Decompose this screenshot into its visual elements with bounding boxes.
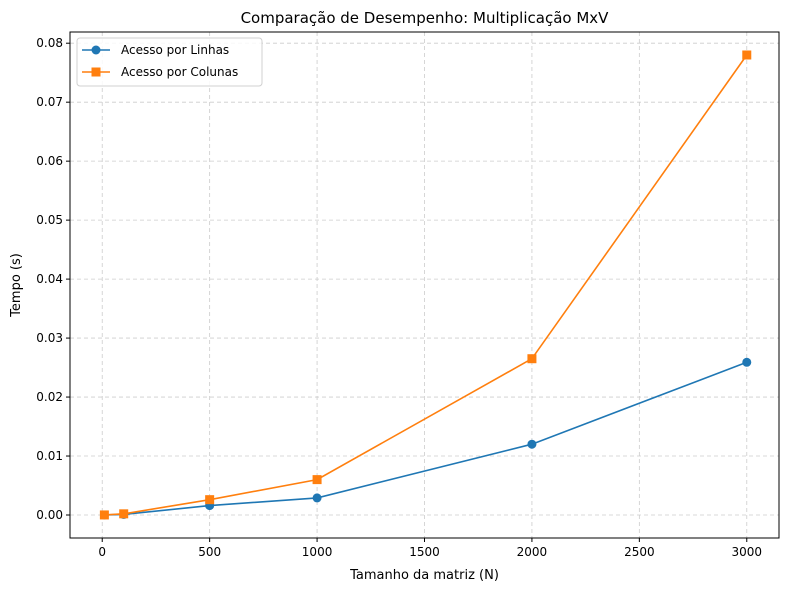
data-point-circle: [527, 439, 537, 449]
data-point-square: [742, 50, 752, 60]
legend-marker-circle: [91, 45, 101, 55]
chart-title: Comparação de Desempenho: Multiplicação …: [241, 9, 610, 27]
x-tick-label: 1000: [302, 545, 333, 559]
x-tick-label: 1500: [409, 545, 440, 559]
grid: [70, 32, 779, 538]
y-tick-label: 0.01: [36, 449, 63, 463]
x-tick-label: 2500: [624, 545, 655, 559]
y-tick-label: 0.08: [36, 36, 63, 50]
legend-box: [76, 37, 263, 87]
y-tick-label: 0.02: [36, 390, 63, 404]
data-point-square: [527, 354, 537, 364]
legend-label: Acesso por Linhas: [121, 43, 229, 57]
axis-ticks: 0 500 1000 1500 2000 2500 3000 0.00 0.01 0.02 0.03…: [36, 36, 762, 559]
series-group: [99, 50, 752, 520]
y-axis-label: Tempo (s): [9, 253, 24, 318]
data-point-square: [205, 495, 215, 505]
x-tick-label: 2000: [517, 545, 548, 559]
y-tick-label: 0.03: [36, 331, 63, 345]
y-tick-label: 0.06: [36, 154, 63, 168]
legend-marker-square: [91, 67, 101, 77]
x-axis-label: Tamanho da matriz (N): [349, 568, 499, 583]
data-point-square: [119, 509, 129, 519]
data-point-circle: [312, 493, 322, 503]
data-point-square: [312, 475, 322, 485]
legend: Acesso por Linhas Acesso por Colunas: [76, 37, 263, 87]
x-tick-label: 0: [98, 545, 106, 559]
y-tick-label: 0.05: [36, 213, 63, 227]
data-point-square: [99, 510, 109, 520]
data-point-circle: [742, 357, 752, 367]
x-tick-label: 3000: [731, 545, 762, 559]
x-tick-label: 500: [198, 545, 221, 559]
legend-label: Acesso por Colunas: [121, 65, 238, 79]
y-tick-label: 0.00: [36, 508, 63, 522]
y-tick-label: 0.07: [36, 95, 63, 109]
y-tick-label: 0.04: [36, 272, 63, 286]
